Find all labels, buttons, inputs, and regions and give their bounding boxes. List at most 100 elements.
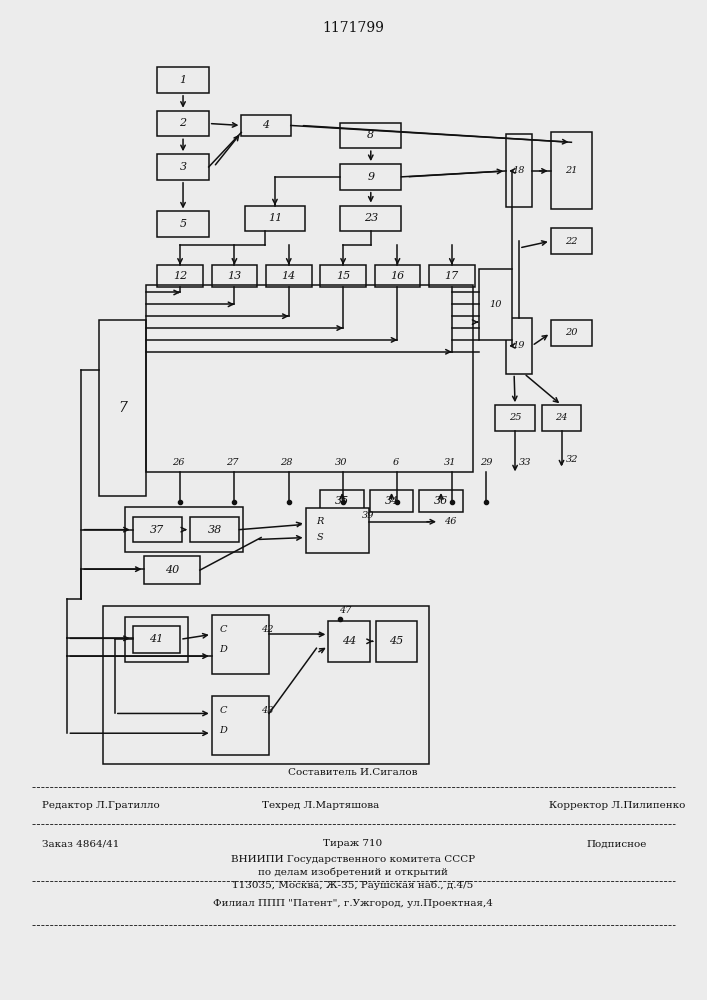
Text: Корректор Л.Пилипенко: Корректор Л.Пилипенко bbox=[549, 801, 685, 810]
Text: 15: 15 bbox=[336, 271, 350, 281]
Bar bbox=[370, 490, 414, 512]
Text: по делам изобретений и открытий: по делам изобретений и открытий bbox=[258, 868, 448, 877]
Text: 39: 39 bbox=[362, 511, 375, 520]
Text: 17: 17 bbox=[445, 271, 459, 281]
Text: 21: 21 bbox=[565, 166, 578, 175]
Bar bbox=[124, 507, 243, 552]
Text: R: R bbox=[317, 517, 324, 526]
Text: 19: 19 bbox=[513, 341, 525, 350]
Bar bbox=[506, 134, 532, 207]
Bar bbox=[542, 405, 581, 431]
Bar bbox=[158, 265, 203, 287]
Text: Редактор Л.Гратилло: Редактор Л.Гратилло bbox=[42, 801, 160, 810]
Bar bbox=[211, 265, 257, 287]
Text: 6: 6 bbox=[392, 458, 399, 467]
Text: 47: 47 bbox=[339, 606, 351, 615]
Text: ВНИИПИ Государственного комитета СССР: ВНИИПИ Государственного комитета СССР bbox=[231, 855, 475, 864]
Bar bbox=[496, 405, 534, 431]
Bar bbox=[340, 123, 402, 148]
Text: 1: 1 bbox=[180, 75, 187, 85]
Text: 43: 43 bbox=[261, 706, 274, 715]
Text: 30: 30 bbox=[335, 458, 347, 467]
Bar bbox=[158, 154, 209, 180]
Text: 4: 4 bbox=[262, 120, 269, 130]
Text: 25: 25 bbox=[509, 413, 521, 422]
Text: 16: 16 bbox=[390, 271, 404, 281]
Bar bbox=[375, 621, 417, 662]
Text: 34: 34 bbox=[385, 496, 399, 506]
Text: 18: 18 bbox=[513, 166, 525, 175]
Text: C: C bbox=[220, 625, 227, 634]
Bar bbox=[144, 556, 200, 584]
Text: 33: 33 bbox=[519, 458, 532, 467]
Text: 46: 46 bbox=[444, 517, 457, 526]
Bar bbox=[99, 320, 146, 496]
Text: 36: 36 bbox=[434, 496, 448, 506]
Text: 9: 9 bbox=[367, 172, 374, 182]
Text: 113035, Москва, Ж-35, Раушская наб., д.4/5: 113035, Москва, Ж-35, Раушская наб., д.4… bbox=[233, 881, 474, 890]
Text: 12: 12 bbox=[173, 271, 187, 281]
Text: C: C bbox=[220, 706, 227, 715]
Text: 32: 32 bbox=[566, 455, 578, 464]
Bar bbox=[320, 265, 366, 287]
Bar bbox=[551, 132, 592, 209]
Text: 35: 35 bbox=[335, 496, 349, 506]
Bar bbox=[133, 626, 180, 653]
Text: 7: 7 bbox=[118, 401, 127, 415]
Text: D: D bbox=[220, 645, 228, 654]
Bar bbox=[211, 615, 269, 674]
Text: 44: 44 bbox=[342, 636, 356, 646]
Bar bbox=[245, 206, 305, 231]
Text: 28: 28 bbox=[281, 458, 293, 467]
Text: 3: 3 bbox=[180, 162, 187, 172]
Text: Составитель И.Сигалов: Составитель И.Сигалов bbox=[288, 768, 418, 777]
Bar bbox=[551, 320, 592, 346]
Bar bbox=[124, 617, 188, 662]
Bar bbox=[158, 67, 209, 93]
Bar bbox=[320, 490, 364, 512]
Text: 40: 40 bbox=[165, 565, 180, 575]
Text: S: S bbox=[317, 533, 323, 542]
Text: Заказ 4864/41: Заказ 4864/41 bbox=[42, 839, 119, 848]
Text: 23: 23 bbox=[363, 213, 378, 223]
Text: 2: 2 bbox=[180, 118, 187, 128]
Text: 22: 22 bbox=[565, 237, 578, 246]
Bar bbox=[211, 696, 269, 755]
Text: 45: 45 bbox=[390, 636, 404, 646]
Bar bbox=[241, 115, 291, 136]
Bar bbox=[146, 285, 472, 472]
Text: D: D bbox=[220, 726, 228, 735]
Text: 1171799: 1171799 bbox=[322, 21, 384, 35]
Bar bbox=[506, 318, 532, 374]
Text: 31: 31 bbox=[443, 458, 456, 467]
Bar bbox=[340, 206, 402, 231]
Bar bbox=[266, 265, 312, 287]
Text: Тираж 710: Тираж 710 bbox=[323, 839, 382, 848]
Text: Техред Л.Мартяшова: Техред Л.Мартяшова bbox=[262, 801, 379, 810]
Text: 37: 37 bbox=[150, 525, 165, 535]
Text: 8: 8 bbox=[367, 130, 374, 140]
Bar bbox=[340, 164, 402, 190]
Text: 11: 11 bbox=[268, 213, 282, 223]
Text: 14: 14 bbox=[281, 271, 296, 281]
Bar bbox=[133, 517, 182, 542]
Bar bbox=[551, 228, 592, 254]
Text: Филиал ППП "Патент", г.Ужгород, ул.Проектная,4: Филиал ППП "Патент", г.Ужгород, ул.Проек… bbox=[213, 899, 493, 908]
Bar bbox=[375, 265, 420, 287]
Text: 10: 10 bbox=[489, 300, 501, 309]
Text: 27: 27 bbox=[226, 458, 239, 467]
Bar bbox=[158, 111, 209, 136]
Bar bbox=[419, 490, 462, 512]
Bar bbox=[158, 211, 209, 237]
Text: 26: 26 bbox=[172, 458, 185, 467]
Text: 42: 42 bbox=[261, 625, 274, 634]
Bar bbox=[429, 265, 474, 287]
Text: Подписное: Подписное bbox=[587, 839, 647, 848]
Text: 20: 20 bbox=[565, 328, 578, 337]
Text: 24: 24 bbox=[555, 413, 568, 422]
Text: 13: 13 bbox=[227, 271, 242, 281]
Bar bbox=[305, 508, 369, 553]
Bar bbox=[328, 621, 370, 662]
Bar bbox=[479, 269, 512, 340]
Text: 38: 38 bbox=[208, 525, 222, 535]
